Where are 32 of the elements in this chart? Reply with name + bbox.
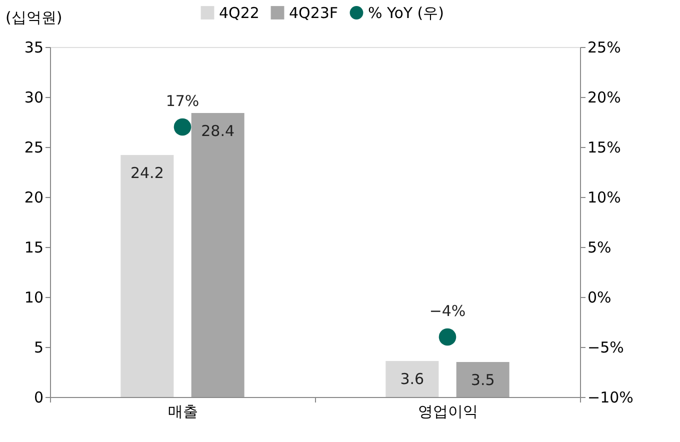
y-tick-label: 25 [24,138,44,156]
y-tick-label: 35 [24,38,44,56]
legend-label: 4Q22 [219,4,260,22]
data-label: 3.6 [400,370,424,388]
bar [191,113,244,397]
bar [456,362,510,397]
y-tick-label: 0 [34,388,44,406]
y-tick-label: 5 [34,338,44,356]
y2-tick-label: 15% [588,138,621,156]
data-label: 3.5 [470,371,495,389]
x-tick-label: 영업이익 [418,402,478,420]
bar [120,155,174,397]
y2-tick-label: 10% [588,188,621,206]
y-tick-label: 30 [24,88,44,106]
y2-tick-label: −5% [588,338,624,356]
data-label: −4% [429,302,466,320]
y-tick-label: 10 [24,288,44,306]
y2-tick-label: 25% [588,38,621,56]
y-tick-label: 15 [24,238,44,256]
data-label: 24.2 [130,164,164,182]
y2-tick-label: 5% [588,238,612,256]
y-tick-label: 20 [24,188,44,206]
data-label: 17% [166,92,200,110]
y2-tick-label: 20% [588,88,621,106]
data-label: 28.4 [201,122,235,140]
legend-label: 4Q23F [289,4,338,22]
y-axis-title: (십억원) [6,8,62,26]
x-tick-label: 매출 [168,402,198,420]
bar [386,361,439,397]
y2-tick-label: 0% [588,288,612,306]
y2-tick-label: −10% [588,388,634,406]
legend-label: % YoY (우) [368,4,444,22]
